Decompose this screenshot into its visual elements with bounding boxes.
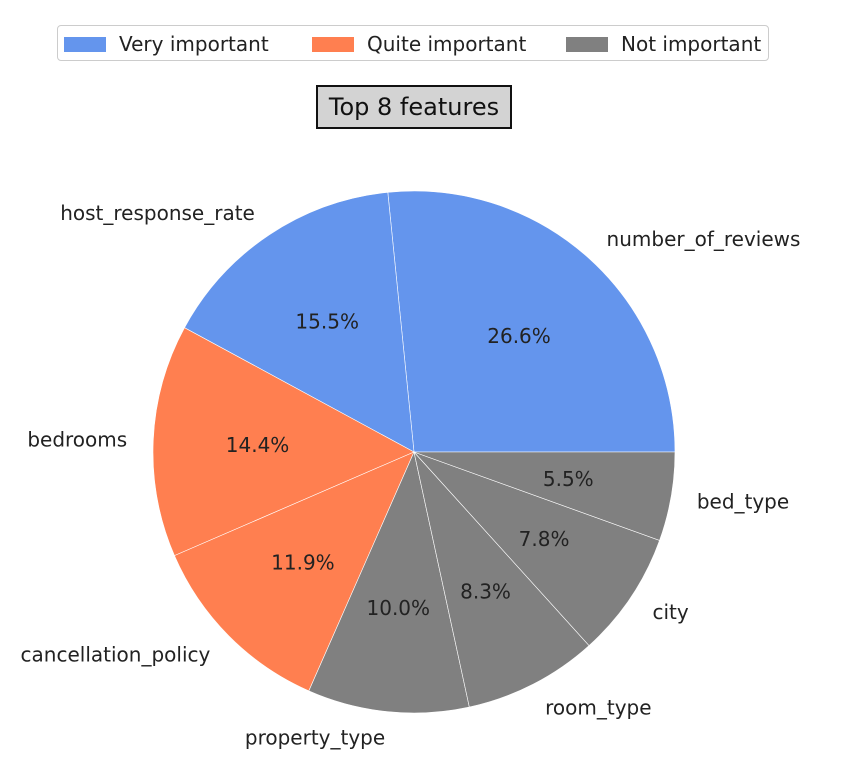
slice-label-city: city: [652, 600, 688, 624]
slice-cancellation-policy: [174, 451, 415, 692]
legend-swatch-very-important: [64, 36, 106, 52]
pct-label-bed-type: 5.5%: [543, 467, 594, 491]
legend-swatch-quite-important: [312, 36, 354, 52]
slice-host-response-rate: [184, 191, 415, 453]
slice-city: [413, 451, 660, 647]
pct-label-city: 7.8%: [519, 527, 570, 551]
slice-label-cancellation-policy: cancellation_policy: [21, 642, 211, 666]
legend-item-very-important: Very important: [64, 26, 269, 62]
pct-label-room-type: 8.3%: [460, 579, 511, 603]
pct-label-property-type: 10.0%: [367, 596, 431, 620]
legend-label-very-important: Very important: [119, 32, 269, 56]
legend-item-not-important: Not important: [566, 26, 761, 62]
legend-label-not-important: Not important: [621, 32, 762, 56]
legend: Very important Quite important Not impor…: [57, 25, 769, 61]
slice-label-bedrooms: bedrooms: [27, 427, 127, 451]
slice-label-property-type: property_type: [245, 726, 385, 750]
pct-label-cancellation-policy: 11.9%: [271, 550, 335, 574]
pct-label-number-of-reviews: 26.6%: [487, 324, 551, 348]
slice-label-number-of-reviews: number_of_reviews: [607, 227, 801, 251]
slice-bed-type: [413, 451, 676, 541]
slice-number-of-reviews: [387, 190, 676, 453]
slice-room-type: [413, 450, 590, 708]
legend-swatch-not-important: [566, 36, 608, 52]
pie-slices: [152, 190, 676, 714]
slice-label-bed-type: bed_type: [697, 489, 789, 513]
slice-property-type: [308, 451, 470, 714]
slice-label-host-response-rate: host_response_rate: [60, 201, 255, 225]
slice-bedrooms: [152, 327, 415, 557]
chart-title: Top 8 features: [316, 85, 512, 129]
pct-label-bedrooms: 14.4%: [226, 433, 290, 457]
legend-item-quite-important: Quite important: [312, 26, 526, 62]
pct-label-host-response-rate: 15.5%: [295, 310, 359, 334]
slice-label-room-type: room_type: [545, 695, 651, 719]
pie-labels: 26.6% number_of_reviews 15.5% host_response…: [21, 201, 801, 750]
legend-label-quite-important: Quite important: [367, 32, 527, 56]
